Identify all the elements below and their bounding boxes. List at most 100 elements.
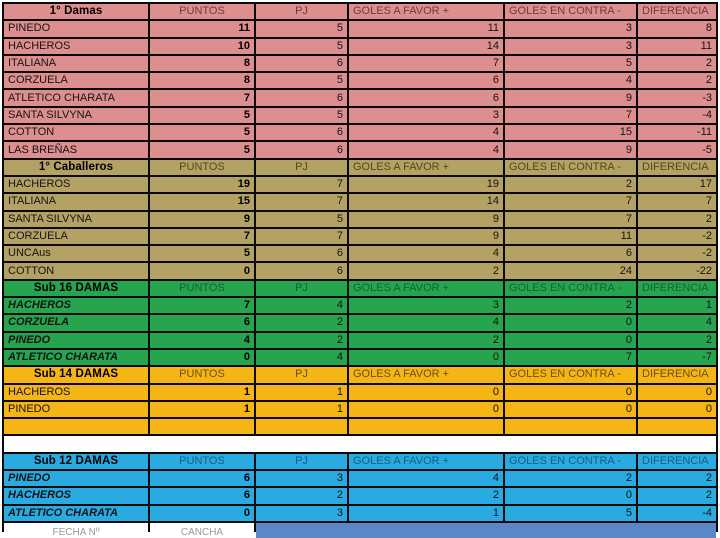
value-cell-dif[interactable]: -11 [638,125,716,141]
value-cell-dif[interactable]: 17 [638,176,716,193]
value-cell-gf[interactable]: 0 [349,349,503,366]
team-name-cell[interactable]: PINEDO [4,332,148,348]
column-header-pj[interactable]: PJ [256,280,347,297]
value-cell-dif[interactable]: -7 [638,349,716,366]
value-cell-gf[interactable]: 0 [349,401,503,418]
value-cell-puntos[interactable]: 4 [150,332,254,348]
team-name-cell[interactable]: HACHEROS [4,488,148,504]
value-cell-puntos[interactable]: 15 [150,194,254,210]
value-cell-gc[interactable]: 0 [505,384,636,400]
value-cell-dif[interactable]: 0 [638,384,716,400]
value-cell-dif[interactable]: -2 [638,246,716,262]
value-cell-gf[interactable]: 9 [349,211,503,227]
value-cell-pj[interactable]: 2 [256,332,347,348]
footer-cancha-cell[interactable]: CANCHA [150,522,254,538]
value-cell-dif[interactable]: -4 [638,505,716,521]
value-cell-gc[interactable]: 3 [505,21,636,37]
value-cell-gc[interactable]: 2 [505,176,636,193]
empty-cell[interactable] [349,419,503,435]
value-cell-gf[interactable]: 2 [349,488,503,504]
column-header-dif[interactable]: DIFERENCIA [638,4,716,20]
value-cell-gc[interactable]: 7 [505,107,636,124]
value-cell-pj[interactable]: 4 [256,298,347,314]
team-name-cell[interactable]: CORZUELA [4,73,148,89]
column-header-dif[interactable]: DIFERENCIA [638,453,716,470]
value-cell-pj[interactable]: 3 [256,505,347,521]
empty-cell[interactable] [256,419,347,435]
value-cell-puntos[interactable]: 8 [150,73,254,89]
value-cell-puntos[interactable]: 1 [150,384,254,400]
value-cell-puntos[interactable]: 0 [150,505,254,521]
value-cell-gc[interactable]: 2 [505,298,636,314]
value-cell-puntos[interactable]: 5 [150,125,254,141]
team-name-cell[interactable]: UNCAus [4,246,148,262]
value-cell-gc[interactable]: 4 [505,73,636,89]
team-name-cell[interactable]: COTTON [4,125,148,141]
value-cell-gf[interactable]: 4 [349,471,503,487]
value-cell-gf[interactable]: 11 [349,21,503,37]
column-header-gc[interactable]: GOLES EN CONTRA - [505,280,636,297]
value-cell-pj[interactable]: 7 [256,228,347,245]
value-cell-pj[interactable]: 6 [256,142,347,158]
value-cell-pj[interactable]: 6 [256,246,347,262]
section-title[interactable]: Sub 14 DAMAS [4,367,148,383]
value-cell-gf[interactable]: 2 [349,332,503,348]
value-cell-dif[interactable]: 2 [638,211,716,227]
team-name-cell[interactable]: ATLETICO CHARATA [4,505,148,521]
value-cell-dif[interactable]: -3 [638,90,716,106]
empty-cell[interactable] [505,419,636,435]
section-title[interactable]: Sub 16 DAMAS [4,280,148,297]
column-header-gf[interactable]: GOLES A FAVOR + [349,159,503,175]
column-header-gc[interactable]: GOLES EN CONTRA - [505,159,636,175]
value-cell-puntos[interactable]: 6 [150,471,254,487]
value-cell-gf[interactable]: 6 [349,90,503,106]
value-cell-gc[interactable]: 2 [505,471,636,487]
value-cell-dif[interactable]: 0 [638,401,716,418]
column-header-puntos[interactable]: PUNTOS [150,159,254,175]
team-name-cell[interactable]: ITALIANA [4,194,148,210]
column-header-puntos[interactable]: PUNTOS [150,4,254,20]
value-cell-pj[interactable]: 5 [256,38,347,54]
value-cell-pj[interactable]: 2 [256,315,347,331]
column-header-pj[interactable]: PJ [256,367,347,383]
value-cell-gf[interactable]: 4 [349,315,503,331]
value-cell-puntos[interactable]: 11 [150,21,254,37]
value-cell-pj[interactable]: 7 [256,176,347,193]
value-cell-puntos[interactable]: 5 [150,246,254,262]
value-cell-puntos[interactable]: 6 [150,315,254,331]
column-header-puntos[interactable]: PUNTOS [150,280,254,297]
value-cell-pj[interactable]: 1 [256,401,347,418]
value-cell-puntos[interactable]: 8 [150,55,254,72]
value-cell-gf[interactable]: 4 [349,142,503,158]
value-cell-dif[interactable]: 8 [638,21,716,37]
team-name-cell[interactable]: COTTON [4,263,148,279]
team-name-cell[interactable]: CORZUELA [4,228,148,245]
value-cell-pj[interactable]: 7 [256,194,347,210]
team-name-cell[interactable]: PINEDO [4,401,148,418]
empty-cell[interactable] [150,419,254,435]
column-header-pj[interactable]: PJ [256,4,347,20]
column-header-gf[interactable]: GOLES A FAVOR + [349,4,503,20]
value-cell-puntos[interactable]: 7 [150,228,254,245]
value-cell-dif[interactable]: 7 [638,194,716,210]
value-cell-gc[interactable]: 9 [505,142,636,158]
column-header-gc[interactable]: GOLES EN CONTRA - [505,453,636,470]
value-cell-puntos[interactable]: 0 [150,349,254,366]
value-cell-pj[interactable]: 6 [256,125,347,141]
value-cell-gf[interactable]: 14 [349,38,503,54]
value-cell-dif[interactable]: 4 [638,315,716,331]
value-cell-dif[interactable]: -2 [638,228,716,245]
value-cell-gf[interactable]: 1 [349,505,503,521]
value-cell-gc[interactable]: 9 [505,90,636,106]
value-cell-gf[interactable]: 3 [349,298,503,314]
value-cell-gc[interactable]: 15 [505,125,636,141]
column-header-dif[interactable]: DIFERENCIA [638,280,716,297]
section-title[interactable]: 1° Damas [4,4,148,20]
value-cell-gc[interactable]: 24 [505,263,636,279]
value-cell-puntos[interactable]: 7 [150,90,254,106]
value-cell-gc[interactable]: 7 [505,211,636,227]
empty-cell[interactable] [4,419,148,435]
value-cell-pj[interactable]: 1 [256,384,347,400]
footer-fecha-cell[interactable]: FECHA Nº [4,522,148,538]
value-cell-pj[interactable]: 5 [256,21,347,37]
